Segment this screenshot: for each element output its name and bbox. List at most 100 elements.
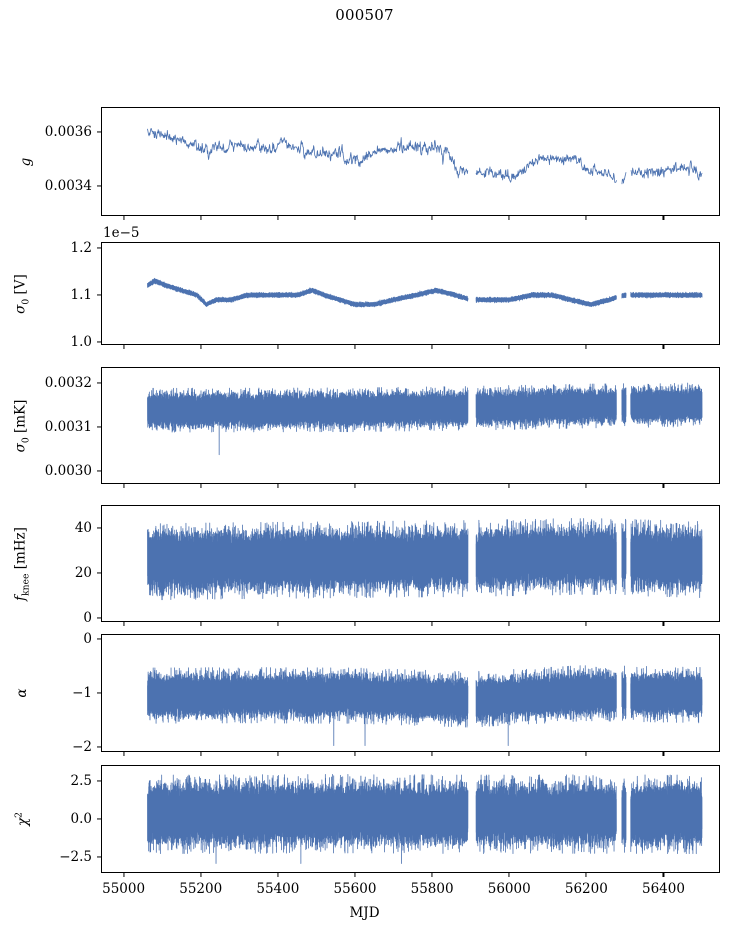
ytick-mark xyxy=(97,185,101,187)
plot-panel-g xyxy=(101,107,720,216)
xtick-mark xyxy=(123,752,125,756)
xtick-mark xyxy=(200,345,202,349)
xtick-mark xyxy=(354,873,356,877)
xtick-mark xyxy=(123,345,125,349)
xtick-mark xyxy=(585,216,587,220)
xtick-mark xyxy=(123,622,125,626)
ytick-mark xyxy=(97,294,101,296)
ytick-sigma_0_mK-2: 0.0032 xyxy=(44,374,92,391)
ytick-chi2-1: 0.0 xyxy=(70,811,92,827)
ylabel-g: g xyxy=(18,157,34,166)
xtick-mark xyxy=(508,752,510,756)
xtick-mark xyxy=(431,622,433,626)
xtick-mark xyxy=(662,622,665,626)
xtick-mark xyxy=(585,345,587,349)
ylabel-sigma_0_V: σ0 [V] xyxy=(12,273,32,314)
ytick-mark xyxy=(97,780,101,782)
plot-panel-alpha xyxy=(101,634,720,752)
ytick-sigma_0_V-1: 1.1 xyxy=(70,287,92,304)
plot-panel-f_knee xyxy=(101,505,720,622)
plot-panel-chi2 xyxy=(101,765,720,873)
ylabel-sigma_0_mK: σ0 [mK] xyxy=(12,399,32,452)
ylabel-f_knee: fknee [mHz] xyxy=(12,526,32,601)
ytick-f_knee-2: 40 xyxy=(74,520,92,537)
ytick-alpha-0: −2 xyxy=(72,739,92,756)
xtick-mark xyxy=(277,216,279,220)
ytick-mark xyxy=(97,426,101,428)
ytick-f_knee-0: 0 xyxy=(83,609,92,626)
xtick-mark xyxy=(200,484,202,488)
xtick-label-56400: 56400 xyxy=(641,881,685,897)
ytick-mark xyxy=(97,527,101,529)
figure-title: 000507 xyxy=(335,6,394,24)
ytick-mark xyxy=(97,572,101,574)
ytick-mark xyxy=(97,131,101,133)
xtick-mark xyxy=(123,873,125,877)
series-canvas-sigma_0_mK xyxy=(102,368,719,483)
ytick-mark xyxy=(97,617,101,619)
xtick-mark xyxy=(354,345,356,349)
xtick-mark xyxy=(585,752,587,756)
xtick-label-55000: 55000 xyxy=(102,881,146,897)
series-canvas-sigma_0_V xyxy=(102,243,719,344)
xtick-label-55200: 55200 xyxy=(179,881,223,897)
ytick-mark xyxy=(97,341,101,343)
ylabel-alpha: α xyxy=(14,688,30,698)
xtick-mark xyxy=(277,622,279,626)
xtick-label-55400: 55400 xyxy=(256,881,300,897)
plot-panel-sigma_0_V xyxy=(101,242,720,345)
xtick-mark xyxy=(123,216,125,220)
ytick-alpha-1: −1 xyxy=(72,685,92,701)
xtick-mark xyxy=(508,216,510,220)
xtick-mark xyxy=(431,752,433,756)
xtick-mark xyxy=(508,484,510,488)
xtick-label-56200: 56200 xyxy=(564,881,608,897)
xtick-mark xyxy=(431,484,433,488)
xtick-mark xyxy=(277,873,279,877)
xtick-mark xyxy=(431,216,433,220)
series-canvas-g xyxy=(102,108,719,215)
ytick-f_knee-1: 20 xyxy=(74,564,92,581)
xtick-label-55600: 55600 xyxy=(333,881,377,897)
xtick-mark xyxy=(508,622,510,626)
xtick-mark xyxy=(277,345,279,349)
xtick-mark xyxy=(354,216,356,220)
xtick-mark xyxy=(354,622,356,626)
xtick-mark xyxy=(508,345,510,349)
xtick-mark xyxy=(200,622,202,626)
xtick-mark xyxy=(585,622,587,626)
series-canvas-alpha xyxy=(102,635,719,751)
xtick-mark xyxy=(277,752,279,756)
xtick-mark xyxy=(200,216,202,220)
xtick-mark xyxy=(431,345,433,349)
xtick-mark xyxy=(662,752,665,756)
xtick-mark xyxy=(662,216,665,220)
series-canvas-f_knee xyxy=(102,506,719,621)
ytick-mark xyxy=(97,818,101,820)
ytick-chi2-0: −2.5 xyxy=(59,849,92,866)
ytick-mark xyxy=(97,856,101,858)
ytick-sigma_0_V-2: 1.2 xyxy=(70,239,92,256)
xtick-mark xyxy=(354,752,356,756)
xtick-label-55800: 55800 xyxy=(410,881,454,897)
ytick-chi2-2: 2.5 xyxy=(70,772,92,789)
axis-exponent-sigma_0_V: 1e−5 xyxy=(103,225,140,241)
xtick-mark xyxy=(277,484,279,488)
xtick-mark xyxy=(200,752,202,756)
series-canvas-chi2 xyxy=(102,766,719,872)
xtick-label-56000: 56000 xyxy=(487,881,531,897)
xtick-mark xyxy=(354,484,356,488)
ytick-sigma_0_mK-1: 0.0031 xyxy=(44,418,92,435)
xtick-mark xyxy=(431,873,433,877)
xtick-mark xyxy=(585,484,587,488)
ytick-mark xyxy=(97,470,101,472)
xtick-mark xyxy=(585,873,587,877)
ytick-sigma_0_V-0: 1.0 xyxy=(70,334,92,351)
xtick-mark xyxy=(123,484,125,488)
ytick-g-1: 0.0036 xyxy=(44,124,92,141)
x-axis-label: MJD xyxy=(349,905,380,921)
ytick-sigma_0_mK-0: 0.0030 xyxy=(44,463,92,480)
ytick-mark xyxy=(97,692,101,694)
xtick-mark xyxy=(662,345,665,349)
ytick-mark xyxy=(97,382,101,384)
